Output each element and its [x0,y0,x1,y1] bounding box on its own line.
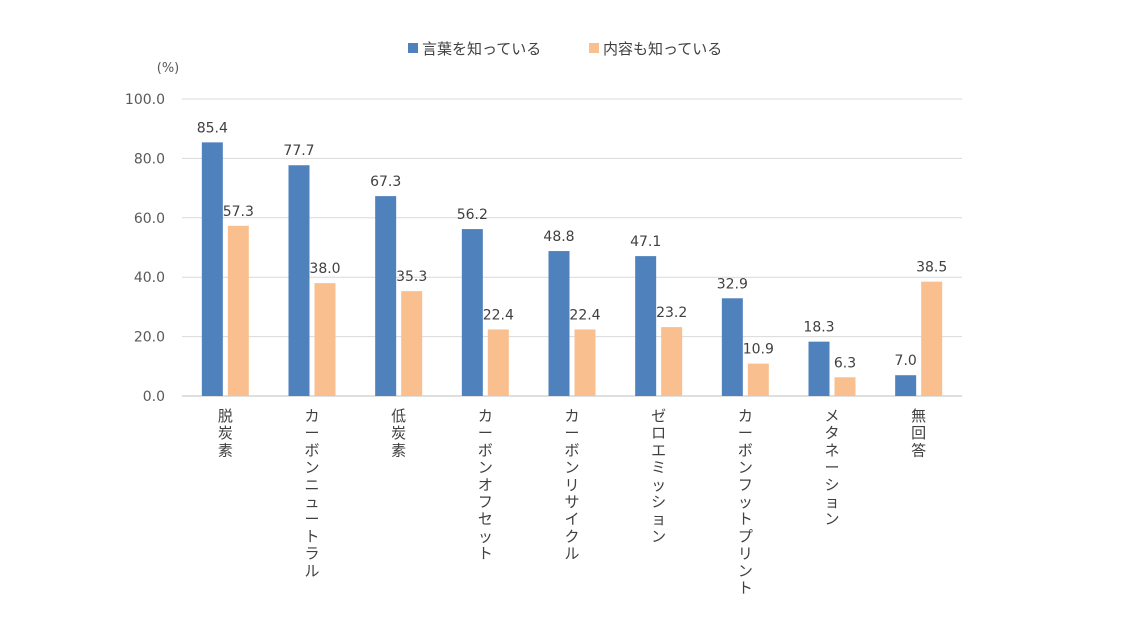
y-tick-label: 60.0 [134,211,165,227]
data-label: 7.0 [895,353,917,369]
legend-swatch [589,43,599,53]
data-label: 22.4 [483,307,514,323]
y-tick-label: 0.0 [143,389,165,405]
bar-content-known [314,283,336,396]
bar-word-known [461,229,483,396]
legend-label: 内容も知っている [603,40,722,58]
data-label: 47.1 [630,234,661,250]
bar-word-known [375,196,397,396]
bar-content-known [921,281,943,396]
data-label: 48.8 [543,229,574,245]
data-label: 35.3 [396,269,427,285]
bar-word-known [548,251,570,396]
y-tick-label: 80.0 [134,151,165,167]
data-label: 18.3 [803,320,834,336]
category-label: ゼロエミッション [651,407,666,545]
data-label: 10.9 [743,342,774,358]
data-label: 23.2 [656,305,687,321]
data-label: 57.3 [223,204,254,220]
y-tick-label: 100.0 [125,92,165,108]
category-label: 無回答 [911,407,926,459]
bar-content-known [487,329,509,396]
category-label: カーボンニュートラル [304,407,319,580]
y-tick-label: 40.0 [134,270,165,286]
category-label: カーボンフットプリント [738,407,753,597]
category-labels: 脱炭素 カーボンニュートラル 低炭素 カーボンオフセット カーボンリサイクル ゼロエミッシ… [218,407,926,597]
data-label: 6.3 [834,355,856,371]
bar-word-known [288,165,310,396]
category-label: 低炭素 [391,407,406,459]
data-labels: 85.4 57.3 77.7 38.0 67.3 35.3 56.2 22.4 48.8 22.4… [197,120,948,371]
bar-content-known [574,329,596,396]
data-label: 67.3 [370,174,401,190]
category-label: 脱炭素 [218,407,233,459]
gridlines [182,98,962,397]
legend-swatch [408,43,418,53]
bar-content-known [747,363,769,396]
bars [201,142,943,396]
bar-content-known [401,291,423,396]
legend: 言葉を知っている 内容も知っている [408,40,722,58]
bar-word-known [721,298,743,396]
bar-content-known [227,225,249,396]
data-label: 85.4 [197,120,228,136]
data-label: 32.9 [717,276,748,292]
bar-content-known [661,327,683,396]
data-label: 77.7 [283,143,314,159]
y-axis-unit-label: (%) [157,61,180,76]
bar-word-known [808,341,830,396]
legend-label: 言葉を知っている [422,40,541,58]
category-label: カーボンオフセット [478,407,493,563]
category-label: メタネーション [824,407,839,528]
y-axis-ticks: 0.0 20.0 40.0 60.0 80.0 100.0 [125,92,165,405]
data-label: 38.5 [916,260,947,276]
y-tick-label: 20.0 [134,330,165,346]
data-label: 56.2 [457,207,488,223]
bar-word-known [635,256,657,396]
data-label: 38.0 [309,261,340,277]
category-label: カーボンリサイクル [564,407,579,563]
bar-word-known [895,375,917,396]
data-label: 22.4 [569,307,600,323]
bar-word-known [201,142,223,396]
bar-content-known [834,377,856,396]
